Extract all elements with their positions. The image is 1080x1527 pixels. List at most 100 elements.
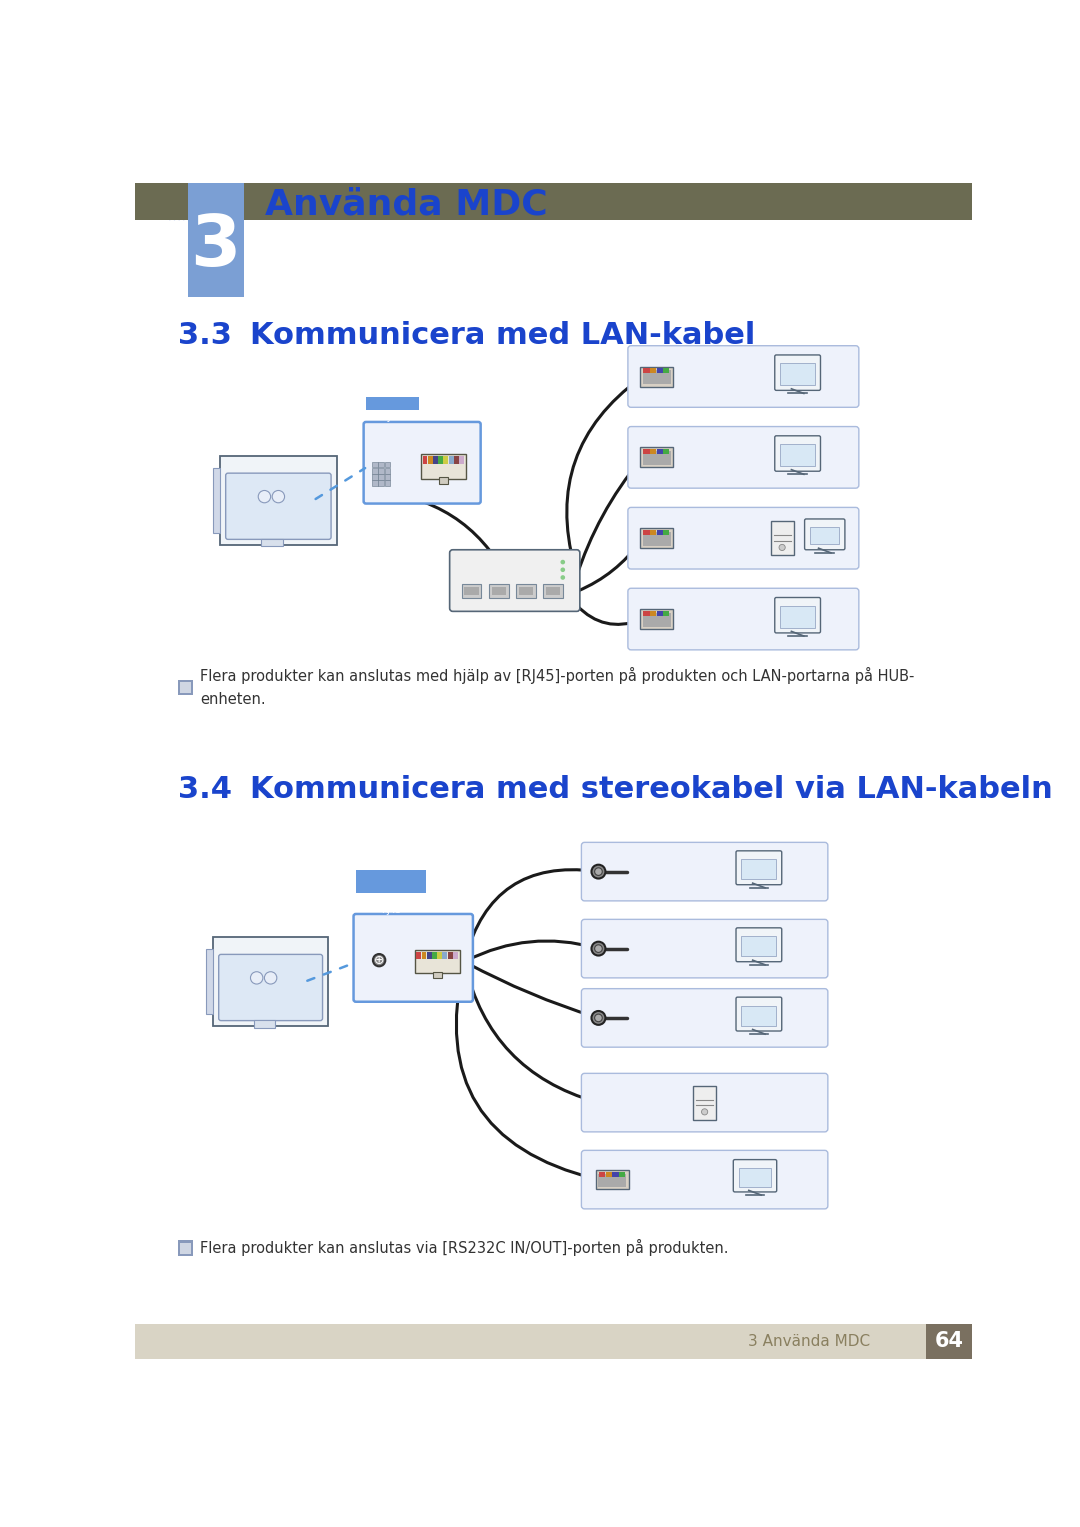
Bar — [422, 457, 428, 464]
Bar — [491, 588, 507, 596]
Bar — [433, 971, 442, 977]
Bar — [180, 1243, 191, 1254]
Bar — [545, 588, 561, 596]
FancyBboxPatch shape — [581, 843, 828, 901]
Bar — [516, 583, 536, 597]
Bar — [596, 1170, 629, 1190]
Bar — [261, 539, 283, 547]
Bar — [650, 530, 657, 534]
Bar — [644, 611, 649, 615]
Bar — [926, 1324, 972, 1359]
Bar — [663, 530, 670, 534]
FancyBboxPatch shape — [220, 457, 337, 545]
Bar — [644, 449, 649, 454]
Bar — [373, 481, 378, 486]
Bar — [650, 368, 657, 374]
Bar — [518, 588, 534, 596]
Bar — [640, 528, 673, 548]
Bar — [644, 368, 649, 374]
Bar — [598, 1174, 626, 1186]
Text: 3.4: 3.4 — [177, 776, 231, 805]
Bar — [454, 457, 459, 464]
Bar — [378, 469, 383, 473]
Bar — [489, 583, 509, 597]
Bar — [373, 463, 378, 467]
Circle shape — [561, 560, 565, 565]
Bar — [612, 1171, 619, 1177]
Bar — [443, 951, 447, 959]
Circle shape — [561, 576, 565, 580]
Text: RJ45: RJ45 — [381, 412, 403, 423]
Bar — [462, 583, 482, 597]
Bar — [657, 449, 663, 454]
Bar — [640, 609, 673, 629]
Bar — [739, 1168, 771, 1186]
Bar — [421, 951, 427, 959]
Text: Kommunicera med LAN-kabel: Kommunicera med LAN-kabel — [249, 321, 755, 350]
Bar — [356, 870, 426, 893]
Bar — [663, 611, 670, 615]
Bar — [543, 583, 563, 597]
Bar — [453, 951, 458, 959]
Bar — [780, 606, 815, 628]
Bar — [448, 951, 453, 959]
Bar — [657, 611, 663, 615]
Bar — [438, 478, 448, 484]
Bar — [644, 530, 649, 534]
Bar — [180, 683, 191, 693]
Bar — [437, 951, 442, 959]
Bar — [438, 457, 443, 464]
Bar — [619, 1171, 625, 1177]
FancyBboxPatch shape — [581, 988, 828, 1048]
Bar — [384, 469, 390, 473]
Bar — [643, 450, 671, 466]
Circle shape — [258, 490, 271, 502]
Circle shape — [265, 971, 276, 983]
Bar — [780, 444, 815, 466]
Bar — [770, 521, 794, 556]
FancyBboxPatch shape — [364, 421, 481, 504]
FancyBboxPatch shape — [218, 954, 323, 1020]
Bar — [663, 368, 670, 374]
Circle shape — [595, 1014, 603, 1022]
FancyBboxPatch shape — [449, 550, 580, 611]
Bar — [650, 449, 657, 454]
Bar — [643, 612, 671, 626]
FancyBboxPatch shape — [226, 473, 332, 539]
FancyBboxPatch shape — [774, 597, 821, 632]
Text: ⊕: ⊕ — [374, 954, 384, 967]
Bar — [373, 469, 378, 473]
Bar — [640, 366, 673, 386]
FancyBboxPatch shape — [353, 915, 473, 1002]
Bar — [415, 950, 460, 973]
Circle shape — [702, 1109, 707, 1115]
Bar — [213, 467, 220, 533]
Bar — [384, 481, 390, 486]
Circle shape — [595, 867, 603, 875]
Bar — [205, 948, 213, 1014]
Bar — [177, 680, 193, 695]
Bar — [373, 475, 378, 479]
Bar — [606, 1171, 612, 1177]
Bar — [742, 860, 777, 880]
Text: Kommunicera med stereokabel via LAN-kabeln: Kommunicera med stereokabel via LAN-kabe… — [249, 776, 1052, 805]
Text: RS232C OUT
RJ45: RS232C OUT RJ45 — [362, 895, 419, 915]
Text: Flera produkter kan anslutas via [RS232C IN/OUT]-porten på produkten.: Flera produkter kan anslutas via [RS232C… — [200, 1238, 729, 1255]
Bar — [780, 363, 815, 385]
Circle shape — [373, 954, 386, 967]
Bar — [657, 368, 663, 374]
FancyBboxPatch shape — [213, 938, 328, 1026]
Bar — [416, 951, 421, 959]
Bar — [464, 588, 480, 596]
Text: 64: 64 — [934, 1332, 963, 1351]
Circle shape — [592, 1011, 606, 1025]
Circle shape — [272, 490, 284, 502]
Bar — [599, 1171, 606, 1177]
FancyBboxPatch shape — [627, 507, 859, 570]
FancyBboxPatch shape — [805, 519, 845, 550]
Circle shape — [251, 971, 262, 983]
Bar — [384, 475, 390, 479]
FancyBboxPatch shape — [774, 435, 821, 472]
Bar — [650, 611, 657, 615]
Bar — [693, 1086, 716, 1119]
